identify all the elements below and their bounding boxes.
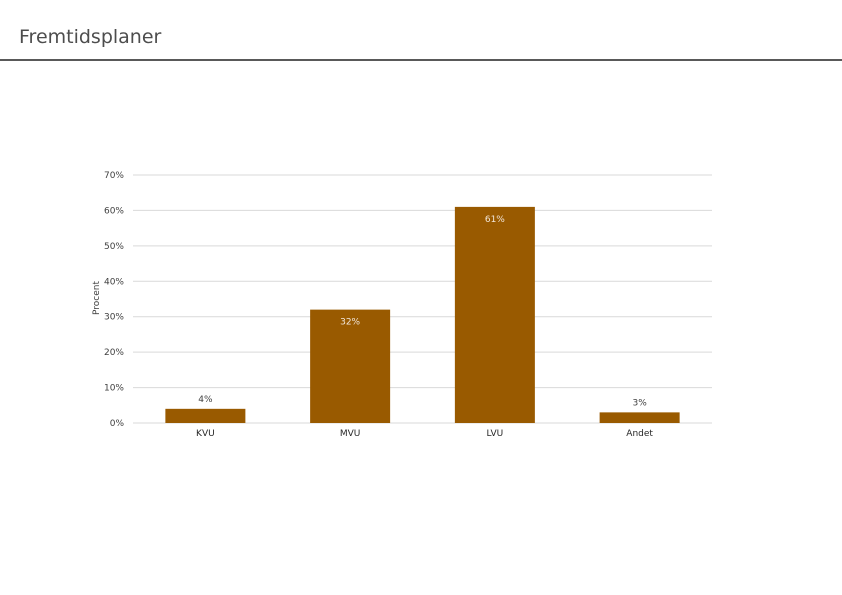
data-label: 32% xyxy=(340,318,360,328)
y-tick-label: 20% xyxy=(104,348,124,358)
y-axis-ticks: 0% 10% 20% 30% 40% 50% 60% 70% xyxy=(104,171,124,429)
gridlines xyxy=(133,174,712,424)
y-tick-label: 70% xyxy=(104,171,124,181)
y-tick-label: 0% xyxy=(110,419,125,429)
bar-andet xyxy=(599,412,680,423)
x-category-label: KVU xyxy=(196,429,215,439)
data-label: 61% xyxy=(485,215,505,225)
data-label: 4% xyxy=(198,395,213,405)
y-tick-label: 50% xyxy=(104,242,124,252)
x-category-label: MVU xyxy=(340,429,361,439)
x-axis-categories: KVU MVU LVU Andet xyxy=(196,429,653,439)
title-divider xyxy=(0,59,842,61)
bar-kvu xyxy=(165,408,246,423)
x-category-label: Andet xyxy=(626,429,653,439)
data-label: 3% xyxy=(632,398,647,408)
page-title: Fremtidsplaner xyxy=(19,26,162,48)
bar-lvu xyxy=(454,206,535,423)
bar-mvu xyxy=(310,309,391,423)
y-tick-label: 40% xyxy=(104,277,124,287)
y-tick-label: 30% xyxy=(104,313,124,323)
y-axis-title: Procent xyxy=(92,281,102,315)
bars xyxy=(165,206,680,423)
y-tick-label: 10% xyxy=(104,384,124,394)
x-category-label: LVU xyxy=(486,429,503,439)
data-labels: 4% 32% 61% 3% xyxy=(198,215,647,408)
y-tick-label: 60% xyxy=(104,206,124,216)
